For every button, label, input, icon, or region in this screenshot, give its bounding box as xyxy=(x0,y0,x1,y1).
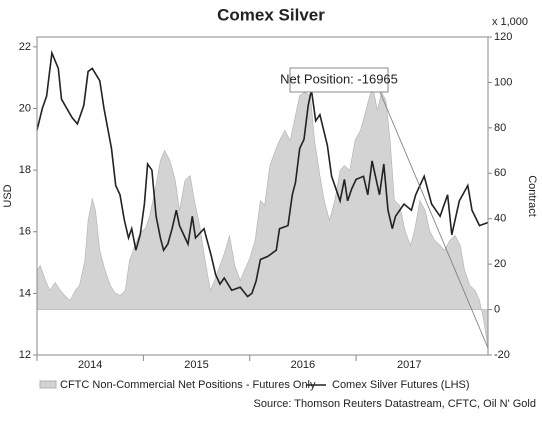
x-tick-label: 2016 xyxy=(291,359,315,371)
annotation-box xyxy=(289,67,389,93)
chart-title: Comex Silver xyxy=(217,5,325,24)
y2-tick-label: 80 xyxy=(494,122,506,134)
y2-tick-label: 100 xyxy=(494,76,512,88)
legend-swatch xyxy=(39,380,57,389)
y2-tick-label: 60 xyxy=(494,167,506,179)
y-tick-label: 20 xyxy=(19,102,31,114)
annotation: Net Position: -16965 xyxy=(280,71,398,86)
x-tick-label: 2014 xyxy=(78,359,102,371)
y-tick-label: 18 xyxy=(19,164,31,176)
y-tick-label: 16 xyxy=(19,226,31,238)
legend-label: CFTC Non-Commercial Net Positions - Futu… xyxy=(60,379,316,391)
plot-frame xyxy=(36,36,489,356)
y-tick-label: 12 xyxy=(19,349,31,361)
y2-tick-label: 120 xyxy=(494,31,512,43)
y2-unit: x 1,000 xyxy=(492,16,528,28)
x-tick-label: 2017 xyxy=(397,359,421,371)
line xyxy=(36,49,489,298)
y2-tick-label: -20 xyxy=(494,349,510,361)
area xyxy=(36,87,489,349)
y-tick-label: 22 xyxy=(19,41,31,53)
y-tick-label: 14 xyxy=(19,287,31,299)
y2-tick-label: 20 xyxy=(494,258,506,270)
y-axis-label: USD xyxy=(2,184,14,207)
y2-tick-label: 40 xyxy=(494,213,506,225)
legend-label: Comex Silver Futures (LHS) xyxy=(332,379,470,391)
y2-tick-label: 0 xyxy=(494,303,500,315)
annotation-leader xyxy=(379,91,489,349)
x-tick-label: 2015 xyxy=(184,359,208,371)
y2-axis-label: Contract xyxy=(526,175,538,217)
source: Source: Thomson Reuters Datastream, CFTC… xyxy=(254,398,537,410)
